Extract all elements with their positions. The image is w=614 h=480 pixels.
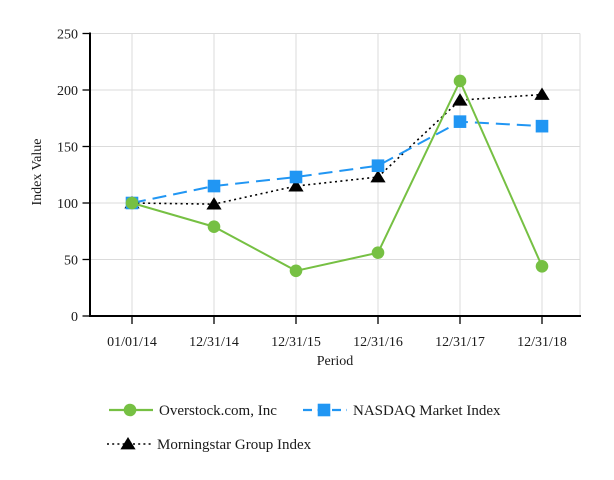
y-tick-label: 0 [71,310,78,325]
legend-label: NASDAQ Market Index [353,403,501,419]
square-marker [207,179,221,193]
series-line [131,78,543,272]
series-line [131,120,543,204]
x-tick-label: 12/31/17 [435,335,485,350]
y-tick-label: 150 [57,140,78,155]
triangle-marker [288,179,304,192]
square-marker [453,115,467,128]
legend-label: Overstock.com, Inc [159,403,277,419]
axis-ticks: 0 50 100 150 200 250 01/01/14 12/31/14 12/31/15 1… [57,27,567,350]
y-tick-label: 200 [57,84,78,99]
triangle-marker [534,87,550,100]
x-tick-label: 12/31/16 [353,335,403,350]
square-marker [317,403,331,417]
series-line [131,93,543,205]
y-tick-label: 250 [57,27,78,42]
square-marker [289,170,303,184]
x-axis-title: Period [317,354,354,369]
triangle-marker [452,93,468,106]
series-nasdaq-market-index [125,115,549,210]
x-tick-label: 01/01/14 [107,335,157,350]
gridlines [90,33,581,316]
legend-label: Morningstar Group Index [157,437,312,453]
square-marker [535,119,549,133]
y-tick-label: 100 [57,197,78,212]
y-axis-title: Index Value [30,139,45,206]
circle-marker [371,246,385,260]
y-tick-label: 50 [64,253,78,268]
triangle-marker [206,197,222,210]
legend-item-morningstar-group-index: Morningstar Group Index [107,437,312,453]
x-tick-label: 12/31/15 [271,335,321,350]
series-morningstar-group-index [124,87,550,210]
circle-marker [535,259,549,273]
triangle-marker [370,170,386,183]
x-tick-label: 12/31/14 [189,335,239,350]
legend: Overstock.com, Inc NASDAQ Market Index Mor… [107,403,501,453]
legend-item-nasdaq-market-index: NASDAQ Market Index [303,403,501,419]
axes [89,32,581,317]
circle-marker [289,264,303,278]
triangle-marker [120,437,136,450]
circle-marker [125,196,139,210]
circle-marker [123,403,137,417]
square-marker [371,159,385,173]
x-tick-label: 12/31/18 [517,335,567,350]
circle-marker [453,74,467,88]
legend-item-overstock-com-inc: Overstock.com, Inc [109,403,277,419]
circle-marker [207,220,221,234]
series-overstock-com-inc [125,74,549,278]
